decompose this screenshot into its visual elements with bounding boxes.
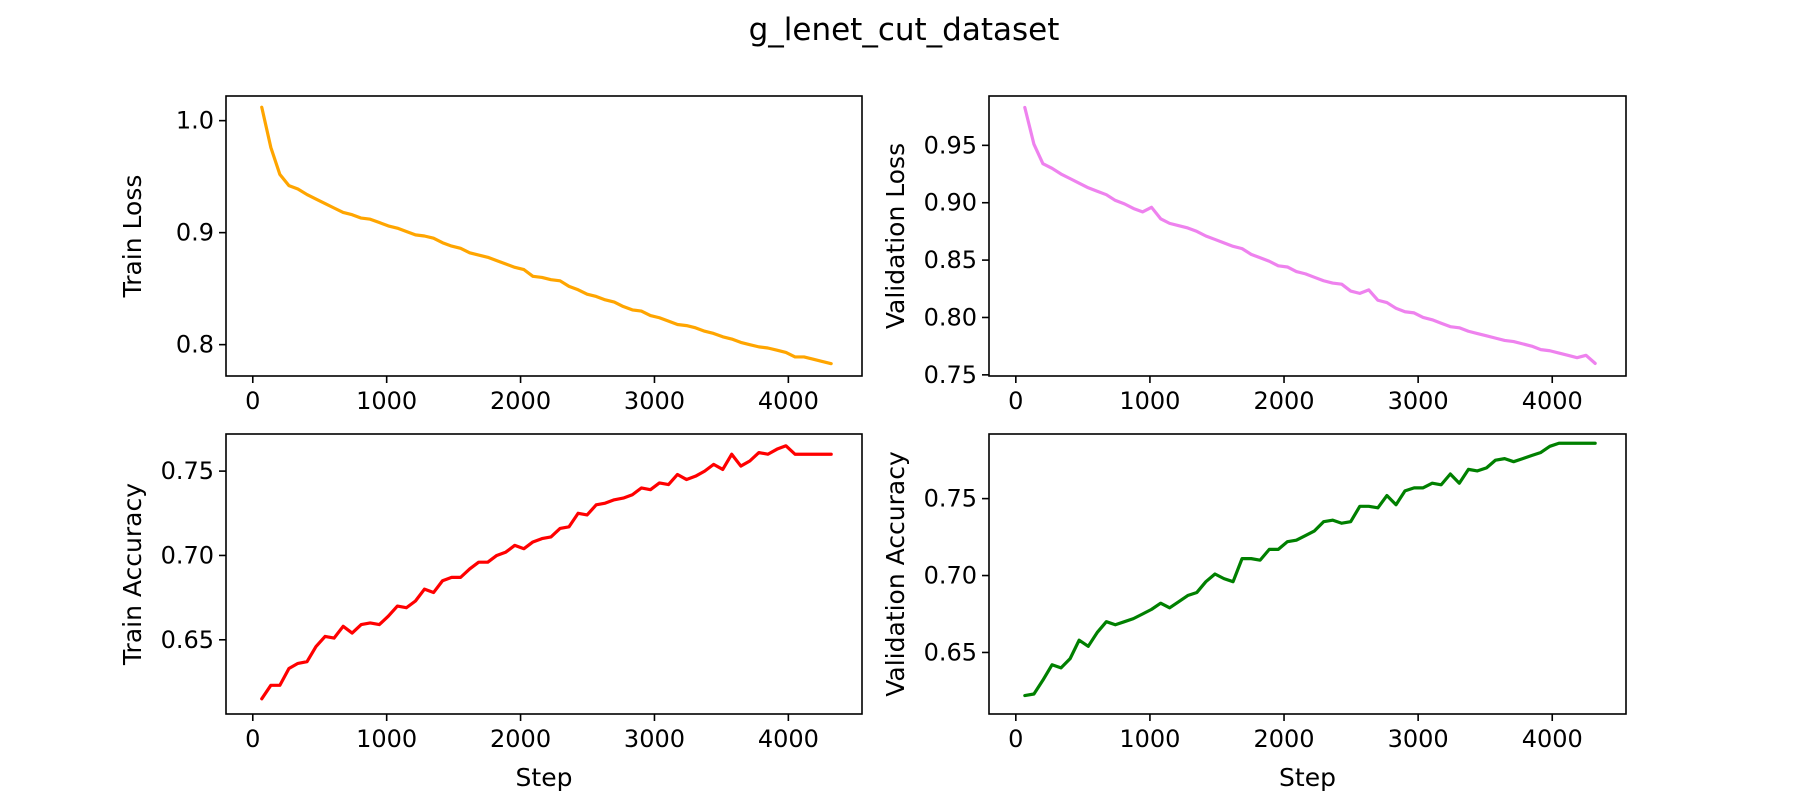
validation-accuracy-xtick-label: 2000 [1253,725,1314,753]
train-accuracy-xtick-label: 2000 [490,725,551,753]
validation-loss-ytick-label: 0.80 [924,303,977,331]
train-accuracy-axes-frame [225,433,863,715]
train-loss-ytick-label: 0.8 [176,331,214,359]
train-loss-xtick-label: 3000 [624,387,685,415]
validation-loss-panel: 0 1000 2000 3000 4000 0.75 0.80 0.85 0.90 0.95 Val… [881,95,1627,415]
validation-loss-xtick-label: 3000 [1388,387,1449,415]
validation-accuracy-axes-frame [988,433,1627,715]
train-loss-axes-frame [225,95,863,377]
validation-loss-xtick-label: 0 [1008,387,1023,415]
train-loss-xtick-label: 2000 [490,387,551,415]
validation-loss-ytick-label: 0.75 [924,361,977,389]
train-loss-series-line [260,105,833,366]
validation-loss-series-line [1023,105,1597,365]
validation-accuracy-xtick-label: 0 [1008,725,1023,753]
validation-loss-ytick-label: 0.85 [924,246,977,274]
train-loss-ytick-label: 0.9 [176,219,214,247]
validation-loss-axes-frame [988,95,1627,377]
train-accuracy-xtick-label: 4000 [758,725,819,753]
train-loss-xtick-label: 0 [245,387,260,415]
train-accuracy-xtick-label: 3000 [624,725,685,753]
subplots: 0 1000 2000 3000 4000 0.8 0.9 1.0 Train Loss 0 100… [118,95,1627,792]
validation-accuracy-xtick-label: 1000 [1119,725,1180,753]
validation-loss-xtick-label: 2000 [1253,387,1314,415]
train-loss-xtick-label: 1000 [356,387,417,415]
validation-accuracy-xtick-label: 3000 [1388,725,1449,753]
validation-accuracy-panel: 0 1000 2000 3000 4000 0.65 0.70 0.75 Validation … [881,433,1627,792]
train-loss-ytick-label: 1.0 [176,107,214,135]
validation-loss-xtick-label: 4000 [1522,387,1583,415]
validation-accuracy-series-line [1023,441,1597,698]
train-accuracy-ylabel: Train Accuracy [118,483,147,666]
train-accuracy-panel: 0 1000 2000 3000 4000 0.65 0.70 0.75 Train Accur… [118,433,863,792]
train-accuracy-ytick-label: 0.65 [161,626,214,654]
validation-accuracy-xtick-label: 4000 [1522,725,1583,753]
validation-loss-xtick-label: 1000 [1119,387,1180,415]
train-accuracy-series-line [260,444,833,701]
validation-accuracy-ylabel: Validation Accuracy [881,451,910,697]
train-loss-panel: 0 1000 2000 3000 4000 0.8 0.9 1.0 Train Loss [118,95,863,415]
validation-loss-ytick-label: 0.95 [924,131,977,159]
train-accuracy-xtick-label: 0 [245,725,260,753]
validation-loss-ytick-label: 0.90 [924,189,977,217]
train-accuracy-ytick-label: 0.75 [161,457,214,485]
validation-accuracy-xlabel: Step [1279,763,1336,792]
figure-title: g_lenet_cut_dataset [749,12,1060,48]
train-accuracy-ytick-label: 0.70 [161,541,214,569]
train-accuracy-xtick-label: 1000 [356,725,417,753]
validation-accuracy-ytick-label: 0.65 [924,638,977,666]
validation-loss-ylabel: Validation Loss [881,143,910,329]
validation-accuracy-ytick-label: 0.75 [924,485,977,513]
train-accuracy-xlabel: Step [516,763,573,792]
train-loss-xtick-label: 4000 [758,387,819,415]
train-loss-ylabel: Train Loss [118,175,147,299]
validation-accuracy-ytick-label: 0.70 [924,562,977,590]
